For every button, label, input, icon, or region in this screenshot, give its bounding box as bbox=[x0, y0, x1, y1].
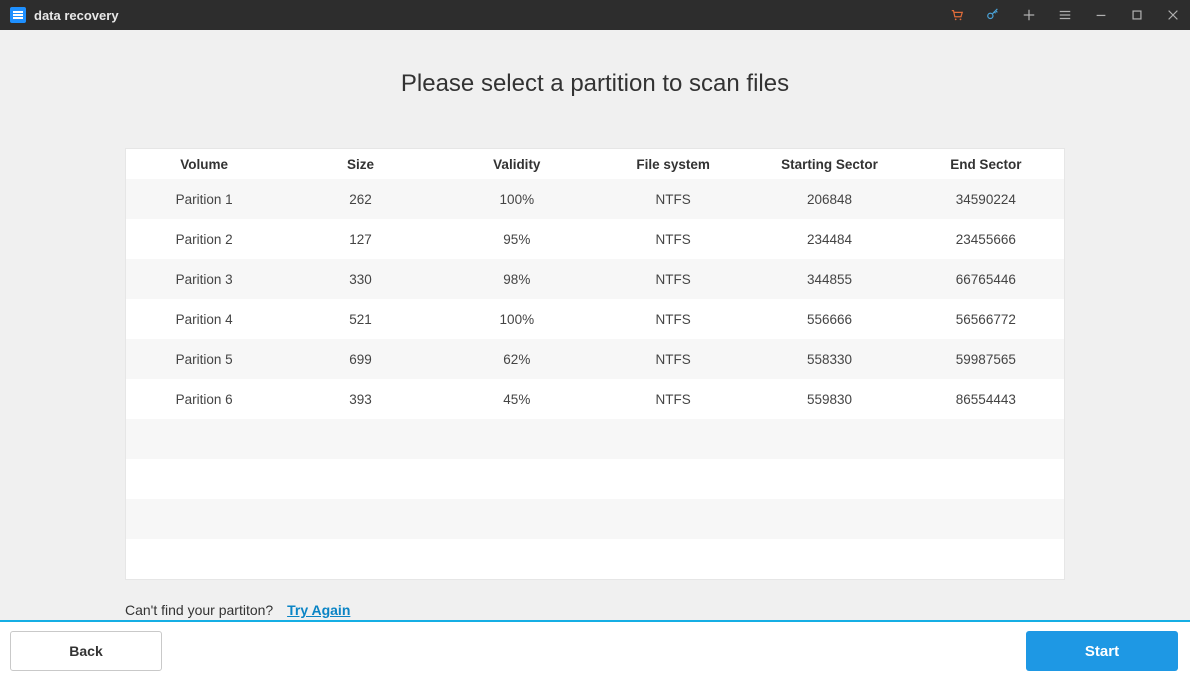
minimize-icon[interactable] bbox=[1092, 6, 1110, 24]
titlebar-actions bbox=[948, 6, 1182, 24]
app-logo-icon bbox=[10, 7, 26, 23]
table-cell: 98% bbox=[439, 259, 595, 299]
table-cell: 699 bbox=[282, 339, 438, 379]
table-row[interactable]: Parition 639345%NTFS55983086554443 bbox=[126, 379, 1064, 419]
table-cell: 556666 bbox=[751, 299, 907, 339]
cant-find-text: Can't find your partiton? bbox=[125, 602, 273, 618]
table-cell: 86554443 bbox=[908, 379, 1064, 419]
column-header: Size bbox=[282, 149, 438, 179]
below-table-prompt: Can't find your partiton? Try Again bbox=[125, 602, 1065, 618]
table-cell: 59987565 bbox=[908, 339, 1064, 379]
back-button[interactable]: Back bbox=[10, 631, 162, 671]
table-row[interactable]: Parition 569962%NTFS55833059987565 bbox=[126, 339, 1064, 379]
key-icon[interactable] bbox=[984, 6, 1002, 24]
start-button[interactable]: Start bbox=[1026, 631, 1178, 671]
column-header: End Sector bbox=[908, 149, 1064, 179]
table-cell: Parition 1 bbox=[126, 179, 282, 219]
table-cell: 206848 bbox=[751, 179, 907, 219]
table-cell: 558330 bbox=[751, 339, 907, 379]
column-header: Volume bbox=[126, 149, 282, 179]
partition-table-wrap: VolumeSizeValidityFile systemStarting Se… bbox=[125, 148, 1065, 580]
table-cell: NTFS bbox=[595, 179, 751, 219]
table-cell: 95% bbox=[439, 219, 595, 259]
table-cell: 100% bbox=[439, 179, 595, 219]
column-header: File system bbox=[595, 149, 751, 179]
maximize-icon[interactable] bbox=[1128, 6, 1146, 24]
table-cell: Parition 6 bbox=[126, 379, 282, 419]
try-again-link[interactable]: Try Again bbox=[287, 602, 350, 618]
titlebar: data recovery bbox=[0, 0, 1190, 30]
table-cell: NTFS bbox=[595, 259, 751, 299]
table-cell: 344855 bbox=[751, 259, 907, 299]
table-row[interactable]: Parition 4521100%NTFS55666656566772 bbox=[126, 299, 1064, 339]
table-cell: NTFS bbox=[595, 379, 751, 419]
column-header: Validity bbox=[439, 149, 595, 179]
table-row-empty bbox=[126, 499, 1064, 539]
table-cell: 100% bbox=[439, 299, 595, 339]
table-cell: 262 bbox=[282, 179, 438, 219]
table-cell: Parition 5 bbox=[126, 339, 282, 379]
partition-table: VolumeSizeValidityFile systemStarting Se… bbox=[126, 149, 1064, 579]
table-row[interactable]: Parition 212795%NTFS23448423455666 bbox=[126, 219, 1064, 259]
table-cell: 45% bbox=[439, 379, 595, 419]
table-cell: 56566772 bbox=[908, 299, 1064, 339]
table-cell: Parition 4 bbox=[126, 299, 282, 339]
cart-icon[interactable] bbox=[948, 6, 966, 24]
table-row-empty bbox=[126, 459, 1064, 499]
main-content: Please select a partition to scan files … bbox=[0, 30, 1190, 620]
table-cell: Parition 2 bbox=[126, 219, 282, 259]
plus-icon[interactable] bbox=[1020, 6, 1038, 24]
table-row[interactable]: Parition 1262100%NTFS20684834590224 bbox=[126, 179, 1064, 219]
table-cell: Parition 3 bbox=[126, 259, 282, 299]
column-header: Starting Sector bbox=[751, 149, 907, 179]
page-heading: Please select a partition to scan files bbox=[0, 70, 1190, 98]
table-cell: 66765446 bbox=[908, 259, 1064, 299]
table-row-empty bbox=[126, 419, 1064, 459]
table-cell: 234484 bbox=[751, 219, 907, 259]
table-row[interactable]: Parition 333098%NTFS34485566765446 bbox=[126, 259, 1064, 299]
table-cell: NTFS bbox=[595, 339, 751, 379]
table-cell: 521 bbox=[282, 299, 438, 339]
table-row-empty bbox=[126, 539, 1064, 579]
table-cell: 34590224 bbox=[908, 179, 1064, 219]
table-cell: 62% bbox=[439, 339, 595, 379]
table-cell: 393 bbox=[282, 379, 438, 419]
app-title: data recovery bbox=[34, 8, 119, 23]
table-cell: 330 bbox=[282, 259, 438, 299]
table-cell: 23455666 bbox=[908, 219, 1064, 259]
table-cell: 127 bbox=[282, 219, 438, 259]
menu-icon[interactable] bbox=[1056, 6, 1074, 24]
footer-bar: Back Start bbox=[0, 620, 1190, 680]
table-cell: 559830 bbox=[751, 379, 907, 419]
table-cell: NTFS bbox=[595, 219, 751, 259]
close-icon[interactable] bbox=[1164, 6, 1182, 24]
table-cell: NTFS bbox=[595, 299, 751, 339]
